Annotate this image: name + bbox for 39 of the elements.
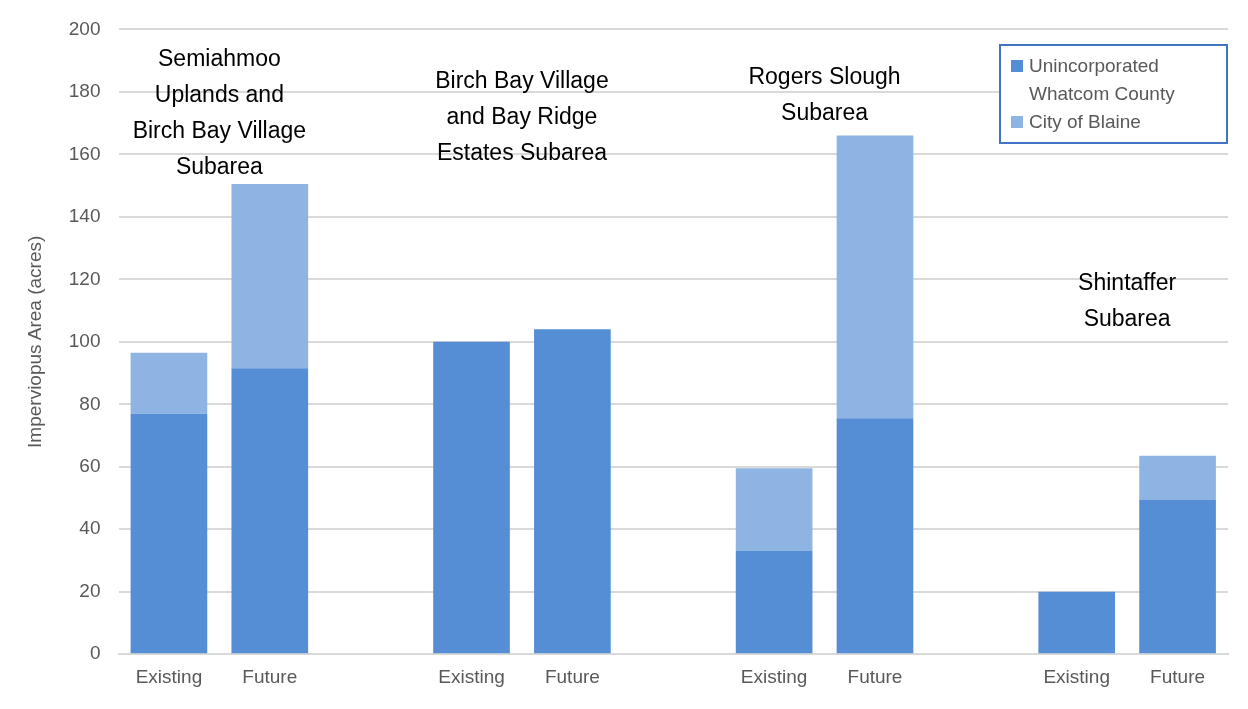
annotation: Birch Bay Village and Bay Ridge Estates Subarea xyxy=(435,66,609,165)
bar xyxy=(231,184,309,369)
x-tick-label: Existing xyxy=(740,665,808,687)
x-tick-label: Future xyxy=(544,665,600,687)
x-tick-label: Existing xyxy=(438,665,505,687)
x-tick-label: Existing xyxy=(1043,665,1110,687)
y-tick-label: 80 xyxy=(79,392,101,414)
y-tick-label: 180 xyxy=(68,80,101,102)
bar xyxy=(735,468,813,552)
bar xyxy=(433,341,510,654)
bar xyxy=(130,413,208,654)
x-tick-label: Future xyxy=(847,665,903,687)
y-tick-label: 60 xyxy=(79,454,101,476)
y-tick-label: 0 xyxy=(89,642,101,664)
annotation: Semiahmoo Uplands and Birch Bay Village Subarea xyxy=(132,44,307,179)
y-tick-label: 160 xyxy=(68,142,101,164)
x-tick-label: Existing xyxy=(135,665,203,687)
y-axis-title: Imperviopus Area (acres) xyxy=(23,235,45,448)
bar xyxy=(130,352,208,414)
bar xyxy=(1038,591,1116,654)
y-tick-label: 20 xyxy=(79,579,101,601)
bar xyxy=(1139,499,1216,654)
bar xyxy=(735,551,813,654)
bar xyxy=(534,329,611,654)
y-tick-label: 100 xyxy=(68,330,101,352)
bar xyxy=(1139,455,1216,500)
x-tick-label: Future xyxy=(242,665,298,687)
x-tick-label: Future xyxy=(1150,665,1206,687)
annotation: Shintaffer Subarea xyxy=(1078,268,1177,331)
legend-label: Unincorporated Whatcom County xyxy=(1029,54,1176,106)
bar xyxy=(836,418,914,654)
legend-label: City of Blaine xyxy=(1029,110,1141,134)
y-tick-label: 140 xyxy=(68,205,101,227)
annotation: Rogers Slough Subarea xyxy=(748,62,901,125)
y-tick-label: 200 xyxy=(68,17,101,39)
bar xyxy=(836,135,914,419)
y-tick-label: 40 xyxy=(79,517,101,539)
y-tick-label: 120 xyxy=(68,267,101,289)
bar xyxy=(231,368,309,654)
